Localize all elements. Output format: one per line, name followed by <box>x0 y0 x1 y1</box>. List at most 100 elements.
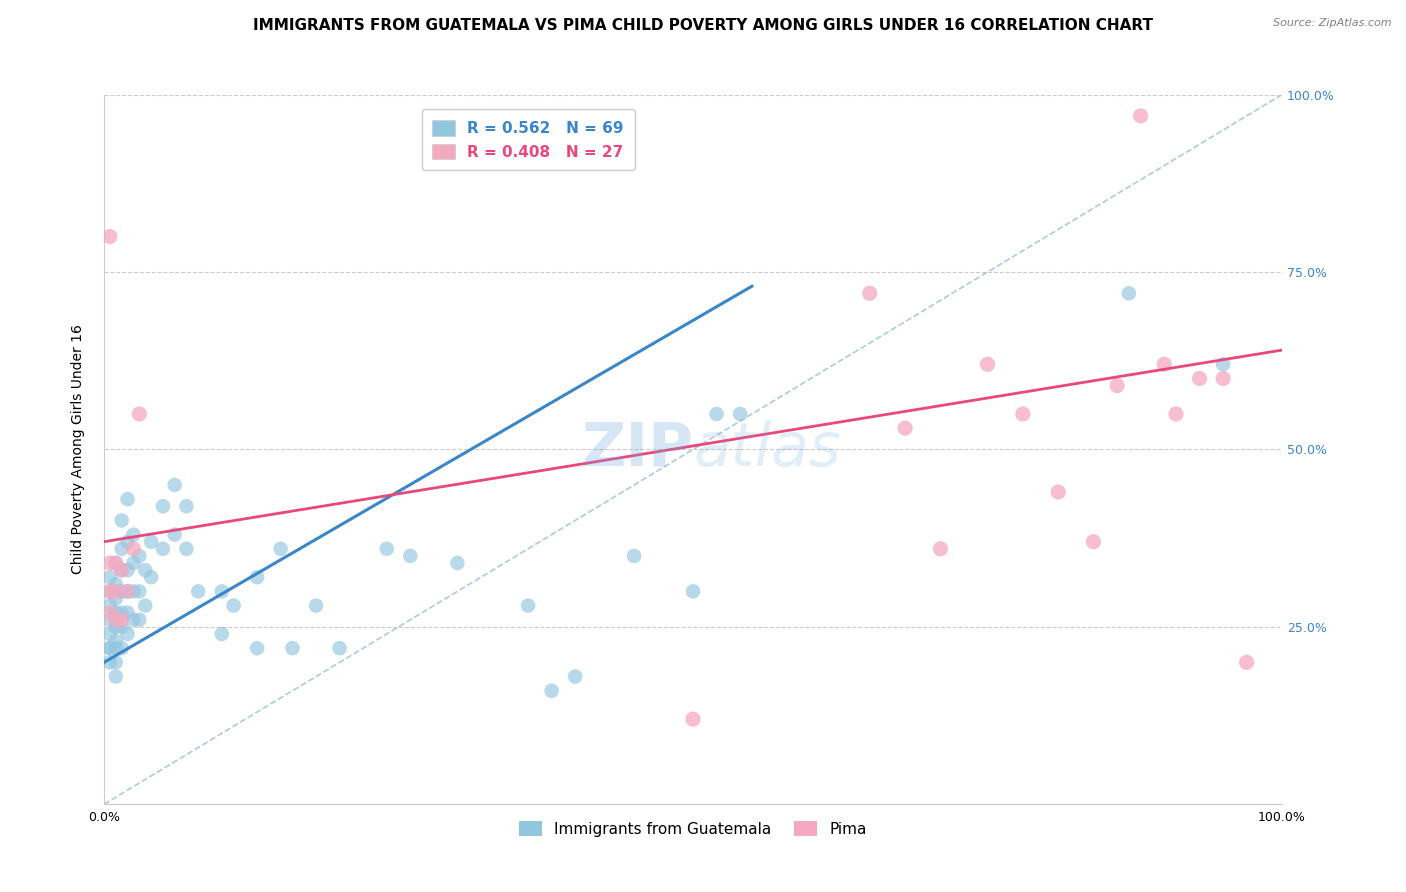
Point <box>134 563 156 577</box>
Point <box>104 556 127 570</box>
Point <box>152 500 174 514</box>
Y-axis label: Child Poverty Among Girls Under 16: Child Poverty Among Girls Under 16 <box>72 325 86 574</box>
Text: atlas: atlas <box>693 420 841 479</box>
Point <box>976 357 998 371</box>
Point <box>152 541 174 556</box>
Point <box>104 641 127 656</box>
Point <box>375 541 398 556</box>
Point <box>98 627 121 641</box>
Point <box>117 627 139 641</box>
Point <box>222 599 245 613</box>
Point <box>728 407 751 421</box>
Point <box>139 570 162 584</box>
Point <box>1047 485 1070 500</box>
Point <box>122 584 145 599</box>
Point <box>117 492 139 507</box>
Point <box>122 527 145 541</box>
Point <box>859 286 882 301</box>
Point <box>104 669 127 683</box>
Point <box>104 584 127 599</box>
Point <box>305 599 328 613</box>
Point <box>929 541 952 556</box>
Point <box>98 584 121 599</box>
Point <box>111 613 134 627</box>
Point <box>682 712 704 726</box>
Point <box>117 563 139 577</box>
Point <box>98 606 121 620</box>
Point <box>128 407 150 421</box>
Point <box>1118 286 1140 301</box>
Point <box>111 620 134 634</box>
Point <box>117 584 139 599</box>
Point <box>329 641 352 656</box>
Point <box>270 541 292 556</box>
Point <box>122 613 145 627</box>
Point <box>211 584 233 599</box>
Point <box>540 683 562 698</box>
Point <box>98 584 121 599</box>
Point <box>211 627 233 641</box>
Point <box>623 549 645 563</box>
Point <box>98 656 121 670</box>
Point <box>104 656 127 670</box>
Point <box>98 229 121 244</box>
Point <box>98 641 121 656</box>
Point <box>98 613 121 627</box>
Point <box>1129 109 1152 123</box>
Point <box>682 584 704 599</box>
Point <box>104 591 127 606</box>
Point <box>1011 407 1033 421</box>
Point <box>98 641 121 656</box>
Point <box>399 549 422 563</box>
Point <box>894 421 917 435</box>
Point <box>281 641 304 656</box>
Text: Source: ZipAtlas.com: Source: ZipAtlas.com <box>1274 18 1392 28</box>
Point <box>104 620 127 634</box>
Point <box>163 527 186 541</box>
Point <box>111 563 134 577</box>
Text: IMMIGRANTS FROM GUATEMALA VS PIMA CHILD POVERTY AMONG GIRLS UNDER 16 CORRELATION: IMMIGRANTS FROM GUATEMALA VS PIMA CHILD … <box>253 18 1153 33</box>
Point <box>117 534 139 549</box>
Point <box>564 669 586 683</box>
Point <box>111 606 134 620</box>
Point <box>134 599 156 613</box>
Point <box>446 556 468 570</box>
Point <box>111 513 134 527</box>
Point <box>111 563 134 577</box>
Point <box>111 584 134 599</box>
Point <box>1236 656 1258 670</box>
Point <box>128 549 150 563</box>
Point <box>1164 407 1187 421</box>
Point <box>104 606 127 620</box>
Point <box>139 534 162 549</box>
Legend: Immigrants from Guatemala, Pima: Immigrants from Guatemala, Pima <box>513 814 873 843</box>
Point <box>117 584 139 599</box>
Point <box>111 641 134 656</box>
Point <box>111 541 134 556</box>
Point <box>1212 357 1234 371</box>
Point <box>176 541 198 556</box>
Point <box>246 641 269 656</box>
Point <box>117 606 139 620</box>
Point <box>517 599 540 613</box>
Point <box>163 478 186 492</box>
Point <box>1153 357 1175 371</box>
Point <box>1083 534 1105 549</box>
Point <box>1188 371 1211 385</box>
Point <box>122 541 145 556</box>
Point <box>176 500 198 514</box>
Point <box>98 599 121 613</box>
Point <box>128 584 150 599</box>
Point <box>128 613 150 627</box>
Point <box>1212 371 1234 385</box>
Point <box>98 570 121 584</box>
Point <box>122 556 145 570</box>
Point <box>104 556 127 570</box>
Point <box>104 613 127 627</box>
Point <box>246 570 269 584</box>
Point <box>187 584 209 599</box>
Text: ZIP: ZIP <box>581 420 693 479</box>
Point <box>98 556 121 570</box>
Point <box>104 577 127 591</box>
Point <box>104 634 127 648</box>
